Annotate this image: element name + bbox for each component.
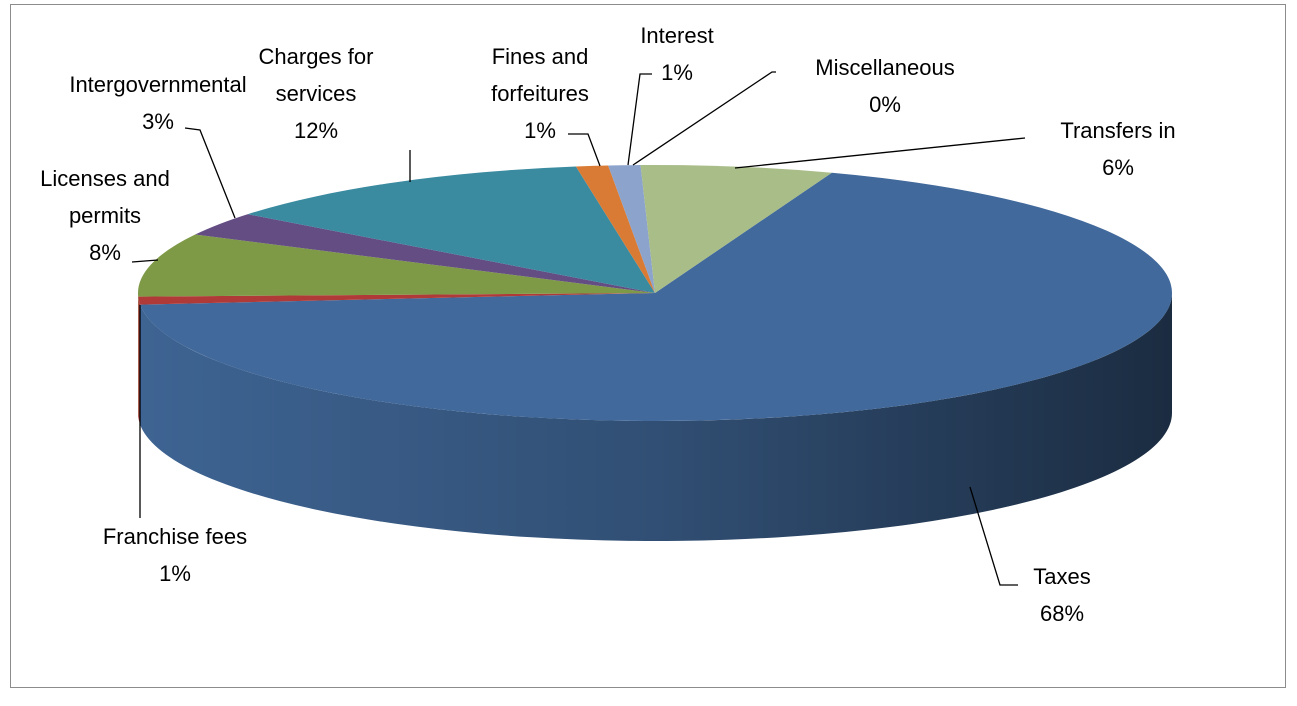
slice-label: Transfers in 6% xyxy=(1028,112,1208,186)
category-label: Interest xyxy=(640,23,714,48)
value-label: 3% xyxy=(142,109,174,134)
slice-label: Intergovernmental 3% xyxy=(28,66,288,140)
leader-line xyxy=(632,71,776,166)
leader-line xyxy=(184,127,236,219)
slice xyxy=(138,293,656,305)
chart-frame xyxy=(10,4,1286,688)
slice-side xyxy=(140,293,1172,541)
value-label: 1% xyxy=(159,561,191,586)
leader-line xyxy=(627,73,652,166)
value-label: 0% xyxy=(869,92,901,117)
slice-label: Charges for services 12% xyxy=(234,38,399,149)
value-label: 6% xyxy=(1102,155,1134,180)
value-label: 68% xyxy=(1039,601,1085,626)
leader-line xyxy=(969,486,1018,586)
category-label: Charges for services xyxy=(258,44,374,106)
slice-label: Taxes 68% xyxy=(1002,558,1122,632)
category-label: Fines and forfeitures xyxy=(491,44,589,106)
category-label: Franchise fees xyxy=(102,524,248,549)
leader-line xyxy=(131,259,159,263)
slice xyxy=(640,165,832,293)
slice xyxy=(140,172,1173,421)
category-label: Miscellaneous xyxy=(815,55,955,80)
slice-label: Interest 1% xyxy=(617,17,737,91)
slice-label: Miscellaneous 0% xyxy=(785,49,985,123)
category-label: Licenses and permits xyxy=(40,166,170,228)
value-label: 1% xyxy=(524,118,556,143)
leader-line xyxy=(734,137,1026,169)
leader-line xyxy=(568,133,601,167)
slice xyxy=(608,165,655,293)
slice-label: Licenses and permits 8% xyxy=(13,160,198,271)
category-label: Transfers in xyxy=(1060,118,1176,143)
value-label: 8% xyxy=(89,240,121,265)
slice-label: Fines and forfeitures 1% xyxy=(473,38,608,149)
category-label: Taxes xyxy=(1033,564,1091,589)
slice xyxy=(575,165,655,293)
value-label: 12% xyxy=(293,118,339,143)
value-label: 1% xyxy=(661,60,693,85)
category-label: Intergovernmental xyxy=(69,72,247,97)
slice xyxy=(195,214,655,293)
slice xyxy=(247,166,655,293)
slice-label: Franchise fees 1% xyxy=(45,518,305,592)
slice xyxy=(137,234,655,297)
